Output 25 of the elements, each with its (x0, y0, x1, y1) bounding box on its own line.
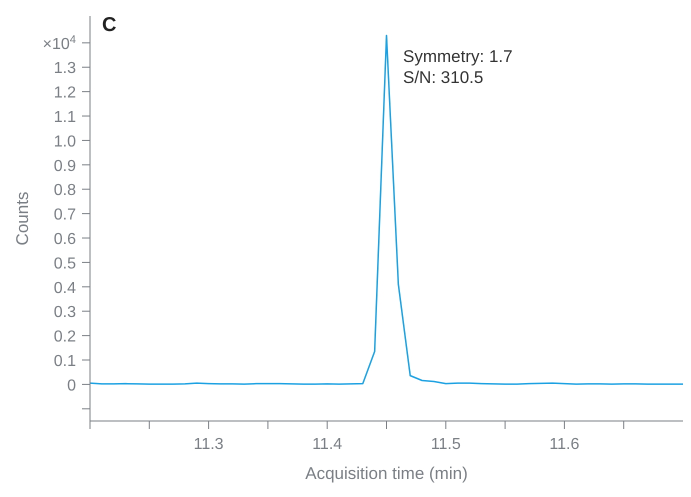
y-tick-label: 0 (67, 377, 76, 394)
y-tick-label: 1.0 (54, 133, 76, 150)
y-tick-label: 0.7 (54, 206, 76, 224)
y-tick-label: 0.5 (54, 255, 76, 272)
y-tick-label: 1.1 (54, 109, 76, 126)
annotation: S/N: 310.5 (403, 67, 484, 88)
chart-title: C (102, 14, 116, 37)
y-axis-title: Counts (13, 192, 32, 246)
line-series (90, 34, 683, 385)
x-tick-label: 11.3 (194, 436, 224, 453)
y-tick-label: 0.9 (54, 158, 76, 175)
y-tick-label: 0.4 (54, 280, 76, 297)
x-axis-title: Acquisition time (min) (305, 464, 468, 483)
y-tick-label: 1.2 (54, 84, 76, 102)
y-tick-label: 0.3 (54, 304, 76, 322)
annotation: Symmetry: 1.7 (403, 46, 513, 67)
y-tick-label: 0.1 (54, 353, 76, 370)
y-tick-label: ×10$^{4}$ (42, 34, 76, 53)
y-tick-label: 1.3 (54, 60, 76, 78)
y-tick-label: 0.8 (54, 182, 76, 200)
y-tick-label: 0.6 (54, 231, 76, 248)
x-tick-label: 11.5 (430, 436, 461, 453)
y-tick-label: 0.2 (54, 328, 76, 346)
x-tick-label: 11.4 (312, 436, 342, 453)
x-tick-label: 11.6 (549, 436, 580, 453)
